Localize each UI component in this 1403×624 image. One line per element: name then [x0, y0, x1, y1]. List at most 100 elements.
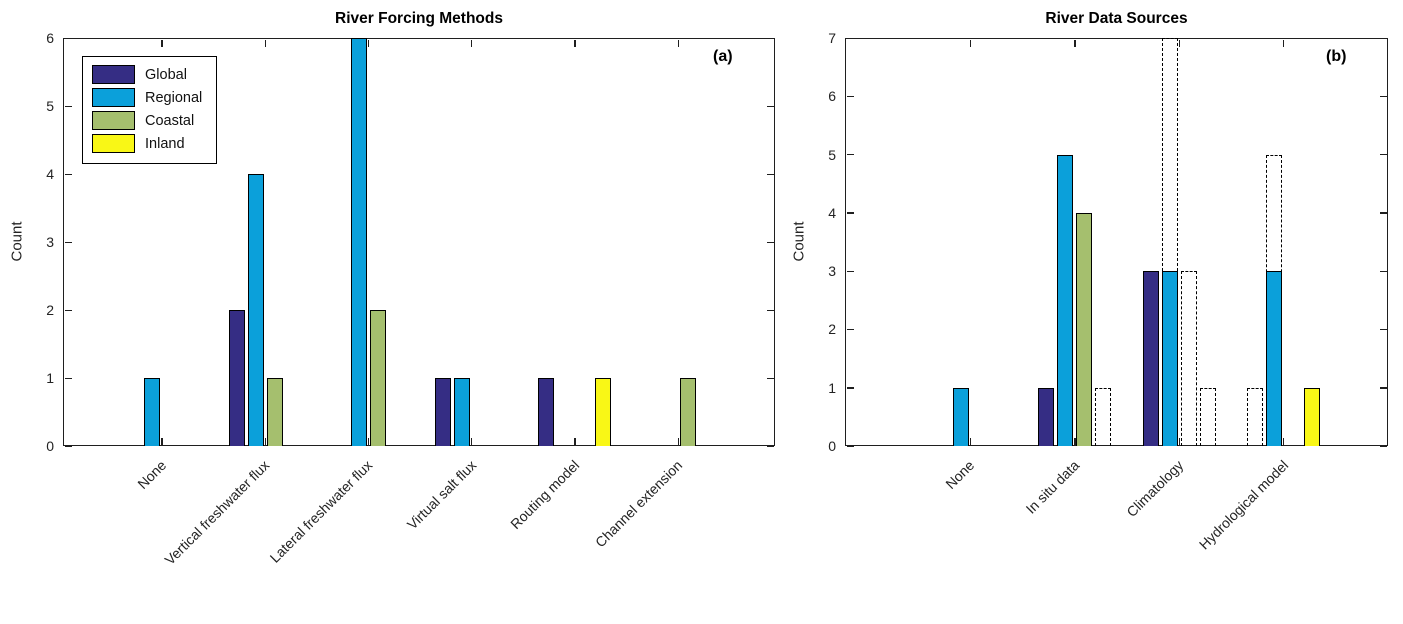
y-axis-label: Count [8, 221, 26, 262]
y-tick [64, 241, 72, 243]
y-tick [64, 37, 72, 39]
bar-global-routing-model [538, 378, 555, 446]
y-tick-right [766, 309, 774, 311]
x-tick-top [969, 39, 972, 47]
y-tick-label: 6 [828, 88, 836, 105]
x-tick [1178, 437, 1181, 445]
x-tick-top [367, 39, 370, 47]
bar-global-virtual-salt-flux [435, 378, 452, 446]
legend-label-global: Global [145, 66, 187, 83]
x-tick [471, 437, 473, 445]
y-tick [64, 173, 72, 175]
x-tick [1074, 437, 1076, 445]
x-category-label: Channel extension [592, 457, 686, 551]
y-tick-right [1379, 328, 1387, 331]
y-tick [846, 212, 854, 214]
y-tick-right [766, 105, 774, 107]
y-tick [846, 445, 854, 447]
legend-label-inland: Inland [145, 135, 185, 152]
x-tick [161, 437, 163, 445]
dashed-bar-regional-climatology [1161, 38, 1178, 446]
y-tick-label: 5 [828, 146, 836, 163]
y-tick-right [766, 241, 774, 243]
y-tick-right [766, 37, 774, 39]
legend-row: Global [92, 65, 202, 84]
y-tick [846, 270, 854, 272]
bar-coastal-vertical-freshwater-flux [266, 378, 283, 446]
dashed-bar-inland-climatology [1199, 387, 1216, 446]
y-tick-label: 3 [46, 234, 54, 250]
chart-title: River Data Sources [1045, 10, 1188, 27]
x-category-label: None [134, 457, 170, 492]
legend-row: Regional [92, 88, 202, 107]
dashed-bar-inland-in-situ-data [1095, 387, 1112, 446]
y-tick [64, 105, 72, 107]
legend-label-coastal: Coastal [145, 112, 195, 129]
x-tick [969, 437, 972, 445]
y-tick-right [1379, 212, 1387, 214]
y-tick [846, 387, 854, 389]
legend: Global Regional Coastal Inland [82, 56, 218, 164]
y-tick-label: 4 [46, 166, 54, 182]
legend-swatch-coastal [92, 111, 135, 130]
y-tick-label: 3 [828, 263, 836, 280]
dashed-bar-regional-hydrological-model [1266, 154, 1283, 446]
y-tick [64, 377, 72, 379]
x-tick [1283, 437, 1285, 445]
x-tick-top [1074, 39, 1076, 47]
legend-swatch-global [92, 65, 135, 84]
bar-coastal-channel-extension [679, 378, 696, 446]
y-tick [846, 37, 854, 39]
legend-row: Coastal [92, 111, 202, 130]
y-tick-label: 7 [828, 30, 836, 46]
bar-inland-hydrological-model [1304, 387, 1321, 446]
bar-regional-vertical-freshwater-flux [247, 174, 264, 446]
x-tick-top [264, 39, 266, 47]
legend-label-regional: Regional [145, 89, 203, 106]
y-tick-right [766, 173, 774, 175]
x-tick-top [1283, 39, 1285, 47]
x-tick-top [1178, 39, 1181, 47]
y-tick-right [1379, 270, 1387, 272]
y-tick-label: 2 [46, 302, 54, 318]
y-tick-label: 0 [46, 438, 54, 454]
bar-global-in-situ-data [1038, 387, 1055, 446]
panel-letter: (b) [1326, 48, 1347, 65]
y-tick-right [1379, 37, 1387, 39]
x-tick-top [161, 39, 163, 47]
bar-regional-lateral-freshwater-flux [350, 38, 367, 446]
bar-global-vertical-freshwater-flux [228, 310, 245, 446]
dashed-bar-global-hydrological-model [1247, 387, 1264, 446]
chart-title: River Forcing Methods [335, 10, 503, 27]
y-axis-label: Count [790, 221, 808, 262]
y-tick-label: 6 [46, 30, 54, 46]
y-tick-label: 1 [46, 370, 54, 386]
panel-letter: (a) [713, 48, 733, 65]
y-tick-label: 2 [828, 321, 836, 338]
x-tick [677, 437, 679, 445]
x-category-label: Hydrological model [1195, 457, 1292, 553]
dashed-bar-coastal-climatology [1180, 271, 1197, 446]
legend-row: Inland [92, 134, 202, 153]
bar-coastal-lateral-freshwater-flux [369, 310, 386, 446]
y-tick-label: 1 [828, 379, 836, 396]
bar-inland-routing-model [595, 378, 612, 446]
y-tick-right [1379, 154, 1387, 156]
x-tick [264, 437, 266, 445]
bar-regional-virtual-salt-flux [454, 378, 471, 446]
y-tick [64, 309, 72, 311]
y-tick [846, 328, 854, 331]
y-tick-right [1379, 95, 1387, 98]
y-tick-label: 4 [828, 204, 836, 221]
x-tick-top [574, 39, 576, 47]
x-tick [367, 437, 370, 445]
y-tick [846, 95, 854, 98]
y-tick-label: 0 [828, 438, 836, 454]
y-tick-label: 5 [46, 98, 54, 114]
x-tick-top [677, 39, 679, 47]
x-tick [574, 437, 576, 445]
plot-area [845, 38, 1388, 446]
y-tick-right [766, 445, 774, 447]
y-tick-right [1379, 445, 1387, 447]
